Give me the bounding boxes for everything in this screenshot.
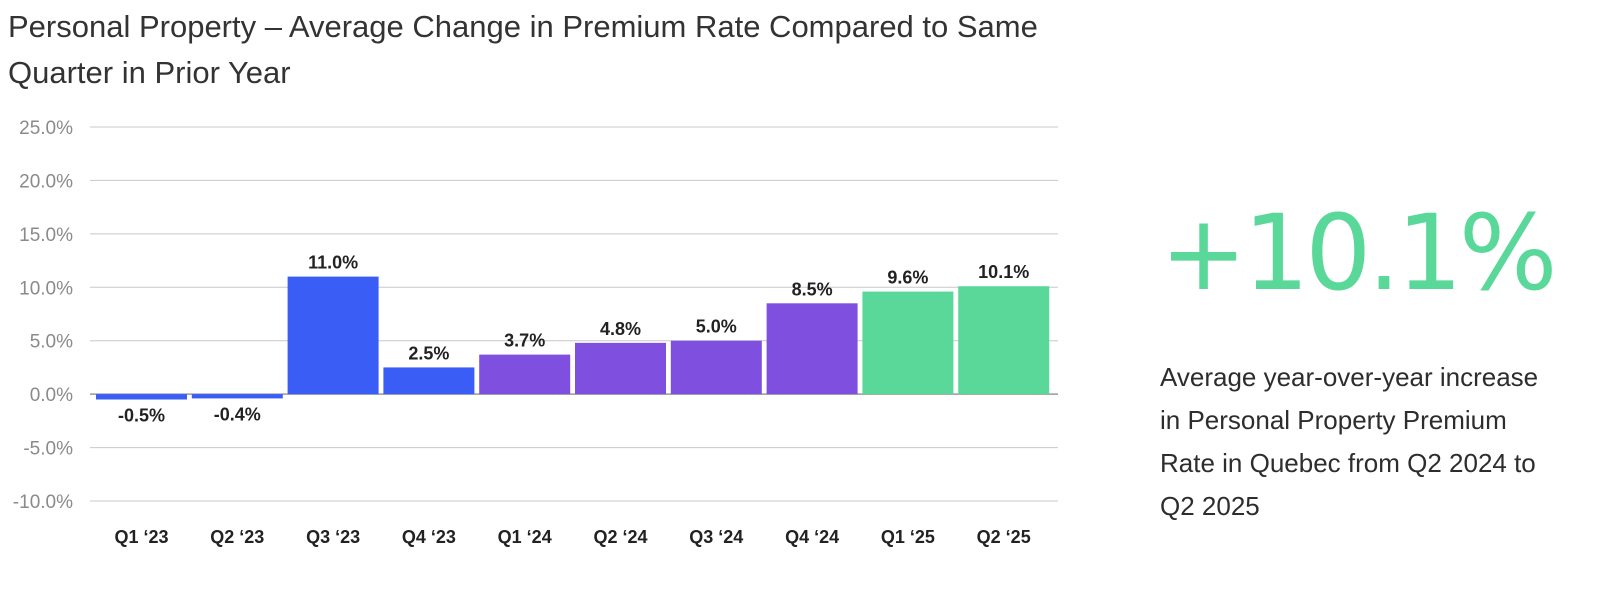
bar [191,394,283,399]
x-tick-label: Q4 ‘24 [785,527,839,547]
data-label: 11.0% [308,253,358,273]
data-label: 9.6% [887,268,928,288]
x-tick-label: Q3 ‘23 [306,527,360,547]
x-tick-label: Q2 ‘25 [977,527,1031,547]
data-label: 3.7% [504,331,545,351]
y-tick-label: -5.0% [23,439,73,460]
data-label: 4.8% [600,319,641,339]
data-label: 2.5% [408,343,449,363]
bar [575,342,666,395]
y-tick-label: 25.0% [19,118,73,139]
y-tick-label: 10.0% [19,278,73,299]
y-tick-label: 20.0% [19,171,73,192]
data-label: 5.0% [696,317,737,337]
callout: +10.1% Average year-over-year increase i… [1160,188,1600,528]
data-label: -0.5% [118,405,165,425]
x-tick-label: Q4 ‘23 [402,527,456,547]
data-label: 10.1% [978,262,1029,282]
bar [862,291,954,395]
data-label: 8.5% [792,279,833,299]
bar [958,286,1050,395]
x-tick-label: Q2 ‘24 [593,527,647,547]
chart-area: 25.0% 20.0% 15.0% 10.0% 5.0% 0.0% -5.0% -10.0% -… [13,118,1058,547]
bar [96,394,187,400]
x-tick-label: Q3 ‘24 [689,527,743,547]
bar [479,354,571,395]
bar [287,276,379,395]
x-tick-label: Q1 ‘23 [114,527,168,547]
callout-value: +10.1% [1160,192,1558,314]
y-tick-label: 5.0% [30,332,73,353]
callout-description: Average year-over-year increase in Perso… [1160,362,1539,521]
x-tick-label: Q1 ‘25 [881,527,935,547]
bar [670,340,762,395]
chart-title: Personal Property – Average Change in Pr… [8,9,1038,90]
bar [766,303,858,395]
y-tick-label: 15.0% [19,225,73,246]
y-tick-label: -10.0% [13,492,73,513]
y-tick-label: 0.0% [30,385,73,406]
x-tick-label: Q1 ‘24 [498,527,552,547]
x-tick-label: Q2 ‘23 [210,527,264,547]
bar [383,367,475,395]
data-label: -0.4% [214,404,261,424]
bar-chart: 25.0% 20.0% 15.0% 10.0% 5.0% 0.0% -5.0% -10.0% -… [13,118,1058,547]
